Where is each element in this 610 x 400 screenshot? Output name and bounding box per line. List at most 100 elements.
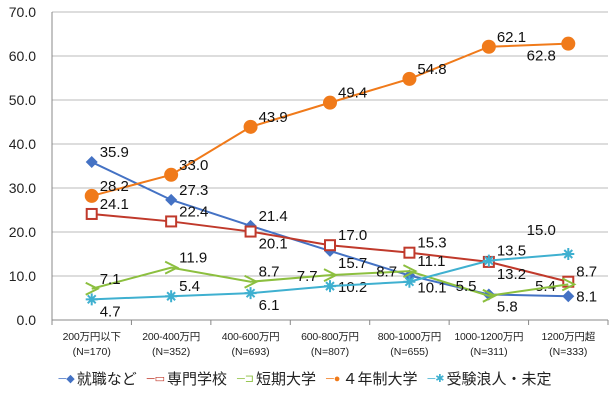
data-label: 24.1 <box>100 196 129 213</box>
x-tick-label: 800-1000万円 <box>378 331 441 343</box>
y-tick-label: 50.0 <box>9 92 36 108</box>
x-tick-n-label: (N=807) <box>311 346 349 358</box>
series-line <box>91 42 569 197</box>
data-label: 15.7 <box>338 255 367 272</box>
series-2: 7.1 11.9 8.7 10.2 11.1 5.5 8.1 <box>85 250 597 305</box>
legend-item: ─● ４年制大学 <box>326 368 417 389</box>
data-label: 11.1 <box>417 253 445 270</box>
data-point <box>85 207 98 220</box>
legend-item: ─▭ 専門学校 <box>147 368 227 389</box>
x-tick-label: 1000-1200万円 <box>454 331 523 343</box>
data-label: 5.8 <box>497 298 518 315</box>
data-point <box>165 193 178 206</box>
data-label: 15.0 <box>527 222 556 239</box>
data-label: 8.7 <box>576 264 597 281</box>
data-label: 4.7 <box>100 303 121 320</box>
x-tick-n-label: (N=170) <box>73 346 111 358</box>
x-tick-label: 200万円以下 <box>63 331 121 343</box>
data-point <box>482 254 495 267</box>
data-label: 11.9 <box>179 250 207 267</box>
data-label: 33.0 <box>179 157 208 174</box>
data-label: 10.1 <box>417 280 446 297</box>
data-point <box>85 293 98 306</box>
data-label: 13.2 <box>497 266 526 283</box>
x-tick-label: 200-400万円 <box>142 331 200 343</box>
x-tick-label: 400-600万円 <box>222 331 280 343</box>
data-point <box>562 290 575 303</box>
data-point <box>402 71 417 86</box>
data-label: 35.9 <box>100 144 129 161</box>
x-tick-n-label: (N=352) <box>152 346 190 358</box>
y-tick-label: 40.0 <box>9 136 36 152</box>
legend-label: ４年制大学 <box>342 371 418 388</box>
diamond-marker-icon: ─◆ <box>58 373 75 385</box>
data-label: 13.5 <box>497 243 526 260</box>
data-point <box>323 268 339 283</box>
data-point <box>561 36 576 51</box>
triangle-marker-icon: ─⊐ <box>236 373 254 385</box>
data-point <box>562 248 575 260</box>
data-point <box>402 264 418 279</box>
data-label: 5.4 <box>179 278 200 295</box>
data-label: 6.1 <box>259 297 280 314</box>
series-3: 28.2 33.0 43.9 49.4 54.8 62.162.8 <box>84 29 576 203</box>
data-point <box>244 274 259 289</box>
data-point <box>324 239 336 252</box>
legend-label: 受験浪人・未定 <box>446 371 552 388</box>
x-tick-label: 600-800万円 <box>301 331 359 343</box>
square-marker-icon: ─▭ <box>146 373 165 385</box>
data-label: 8.7 <box>259 264 280 281</box>
data-label: 49.4 <box>338 85 367 102</box>
data-label: 62.1 <box>497 29 526 46</box>
data-label: 15.3 <box>417 235 446 252</box>
series-1: 24.1 22.4 20.1 17.0 15.3 13.2 8.7 <box>85 196 597 288</box>
data-label: 17.0 <box>338 227 367 244</box>
legend-item: ─⊐ 短期大学 <box>237 368 316 389</box>
star-marker-icon: ─✱ <box>427 373 445 385</box>
data-point <box>481 39 496 54</box>
data-label: 28.2 <box>100 178 129 195</box>
data-label: 54.8 <box>417 61 446 78</box>
data-point <box>165 290 178 303</box>
data-label: 20.1 <box>259 236 288 253</box>
legend-label: 専門学校 <box>166 371 227 388</box>
x-tick-n-label: (N=333) <box>549 346 587 358</box>
y-tick-label: 10.0 <box>9 268 36 284</box>
data-point <box>324 280 336 293</box>
legend-item: ─✱ 受験浪人・未定 <box>427 368 551 389</box>
legend: ─◆ 就職など ─▭ 専門学校 ─⊐ 短期大学 ─● ４年制大学 ─✱ 受験浪人・未定 <box>0 368 610 389</box>
data-point <box>165 215 178 228</box>
data-point <box>85 281 100 296</box>
circle-marker-icon: ─● <box>326 372 341 385</box>
data-point <box>244 225 257 238</box>
data-point <box>482 288 498 303</box>
data-label: 22.4 <box>179 203 208 220</box>
y-tick-label: 0.0 <box>17 312 37 328</box>
data-point <box>323 95 337 110</box>
x-tick-n-label: (N=693) <box>231 346 269 358</box>
data-label: 8.7 <box>376 264 397 281</box>
data-point <box>403 246 416 259</box>
data-label: 62.8 <box>527 48 556 65</box>
series-4: 4.7 5.4 6.1 7.7 8.7 13.515.0 <box>85 222 575 320</box>
data-label: 27.3 <box>179 182 208 199</box>
y-tick-label: 60.0 <box>9 48 36 64</box>
data-point <box>164 167 179 182</box>
data-label: 43.9 <box>259 109 288 126</box>
y-tick-label: 20.0 <box>9 224 36 240</box>
data-label: 21.4 <box>259 208 288 225</box>
data-label: 7.7 <box>297 268 318 285</box>
y-tick-label: 30.0 <box>9 180 36 196</box>
x-tick-label: 1200万円超 <box>542 330 596 343</box>
x-tick-n-label: (N=655) <box>390 346 428 358</box>
legend-label: 短期大学 <box>256 371 317 388</box>
data-point <box>561 277 577 292</box>
data-label: 5.5 <box>456 278 477 295</box>
data-point <box>84 188 99 203</box>
data-point <box>403 275 416 288</box>
data-point <box>243 119 258 134</box>
data-label: 7.1 <box>100 271 121 288</box>
data-label: 8.1 <box>576 288 597 305</box>
